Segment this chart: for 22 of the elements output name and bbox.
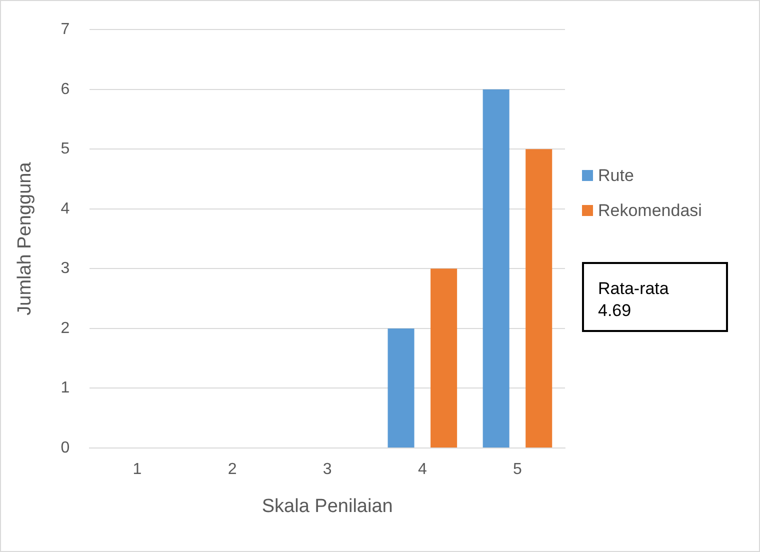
y-tick-label: 1 [60,380,70,397]
y-tick-label: 0 [60,439,70,456]
x-axis-title: Skala Penilaian [262,496,393,517]
bar [430,268,458,448]
x-tick-label: 5 [513,461,522,478]
y-tick-label: 4 [60,200,70,218]
bar [482,89,510,448]
y-tick-label: 7 [60,21,70,38]
text: Rata-rata 4.69 [582,262,728,332]
x-tick-label: 1 [132,461,142,478]
y-tick-label: 2 [60,320,70,337]
legend-label: Rute [598,166,634,186]
bar [388,328,414,448]
bar [526,149,552,448]
y-tick-label: 5 [60,140,70,158]
x-tick-label: 3 [322,461,332,478]
legend-label: Rekomendasi [598,200,702,220]
y-tick-label: 6 [60,80,70,98]
y-tick-label: 3 [60,260,70,278]
x-tick-label: 2 [228,461,237,478]
y-axis-title: Jumlah Pengguna [14,162,36,316]
x-tick-label: 4 [418,461,427,478]
